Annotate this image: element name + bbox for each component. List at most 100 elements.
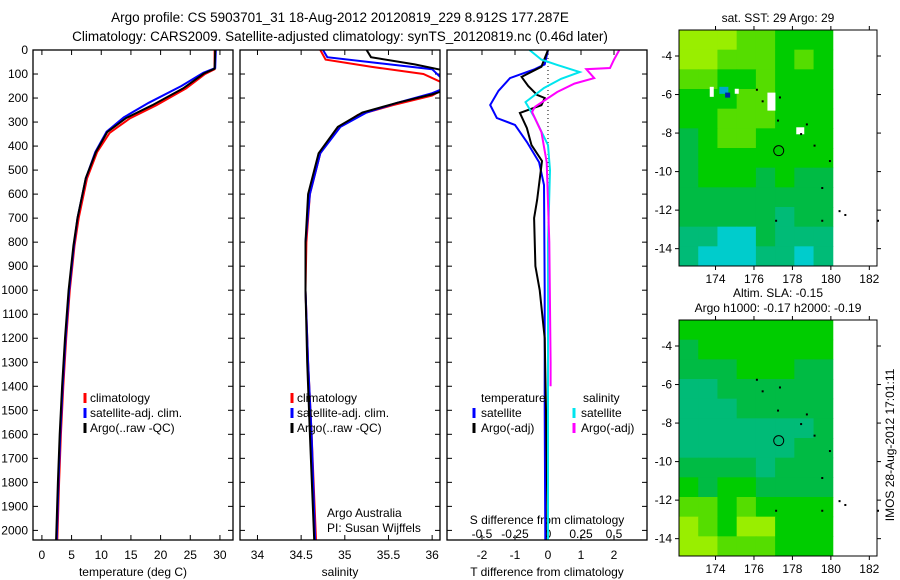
- depth-tick-label: 600: [8, 187, 28, 201]
- depth-tick-label: 900: [8, 259, 28, 273]
- credit-line2: PI: Susan Wijffels: [327, 521, 421, 535]
- map-cell: [679, 477, 699, 498]
- depth-tick-label: 1800: [1, 475, 28, 489]
- map-cell: [813, 187, 834, 208]
- x-tick-label: 20: [154, 548, 168, 562]
- map-cell: [717, 320, 738, 341]
- map-cell: [736, 30, 757, 51]
- lon-tick-label: 182: [859, 272, 879, 286]
- map-cell: [755, 30, 776, 51]
- lat-tick-label: -6: [661, 88, 672, 102]
- map-cell: [794, 516, 815, 537]
- map-cell: [719, 86, 729, 94]
- map-frame: [678, 319, 878, 557]
- map-cell: [679, 457, 699, 478]
- island-mark: [800, 133, 803, 136]
- map-cell: [813, 226, 834, 247]
- figure-title-line2: Climatology: CARS2009. Satellite-adjuste…: [72, 29, 608, 44]
- x-axis-label: temperature (deg C): [79, 565, 187, 579]
- map-cell: [679, 339, 699, 360]
- map-cell: [679, 49, 699, 70]
- x-axis-label: salinity: [322, 565, 359, 579]
- lon-tick-label: 178: [782, 272, 802, 286]
- x-tick-label: -2: [477, 548, 488, 562]
- map-cell: [775, 359, 795, 380]
- map-subtitle: Argo h1000: -0.17 h2000: -0.19: [695, 301, 862, 315]
- map-cell: [794, 167, 815, 188]
- island-mark: [821, 187, 824, 190]
- series-line-argo-raw-qc-: [304, 50, 440, 540]
- map-cell: [698, 516, 718, 537]
- map-cell: [679, 320, 699, 341]
- map-cell: [717, 418, 738, 439]
- island-mark: [761, 100, 764, 103]
- depth-tick-label: 2000: [1, 523, 28, 537]
- legend-label: satellite: [581, 406, 622, 420]
- map-cell: [725, 92, 731, 98]
- map-cell: [717, 30, 738, 51]
- legend-label: climatology: [297, 391, 357, 405]
- series-line-climatology: [56, 50, 216, 540]
- map-cell: [794, 438, 815, 459]
- missing-data-patch: [734, 88, 739, 94]
- lon-tick-label: 176: [744, 272, 764, 286]
- map-cell: [775, 30, 795, 51]
- lon-tick-label: 182: [859, 562, 879, 576]
- map-cell: [794, 148, 815, 169]
- map-cell: [755, 418, 776, 439]
- map-cell: [679, 226, 699, 247]
- map-cell: [775, 69, 795, 90]
- island-mark: [775, 219, 778, 222]
- map-cell: [717, 187, 738, 208]
- map-cell: [698, 167, 718, 188]
- map-cell: [775, 457, 795, 478]
- island-mark: [813, 144, 816, 147]
- island-mark: [761, 390, 764, 393]
- depth-tick-label: 100: [8, 67, 28, 81]
- island-mark: [778, 386, 781, 389]
- map-cell: [794, 89, 815, 110]
- map-cell: [698, 148, 718, 169]
- map-cell: [736, 226, 757, 247]
- map-cell: [775, 320, 795, 341]
- map-cell: [794, 418, 815, 439]
- map-cell: [755, 167, 776, 188]
- island-mark: [828, 160, 831, 163]
- legend-label: Argo(..raw -QC): [297, 421, 382, 435]
- depth-tick-label: 700: [8, 211, 28, 225]
- map-cell: [794, 536, 815, 557]
- map-cell: [775, 477, 795, 498]
- figure-title-line1: Argo profile: CS 5903701_31 18-Aug-2012 …: [111, 10, 569, 25]
- island-mark: [844, 503, 847, 506]
- island-mark: [777, 119, 780, 122]
- island-mark: [877, 219, 879, 222]
- map-cell: [775, 339, 795, 360]
- island-mark: [877, 509, 879, 512]
- lon-tick-label: 178: [782, 562, 802, 576]
- map-cell: [794, 398, 815, 419]
- lat-tick-label: -8: [661, 126, 672, 140]
- map-cell: [755, 359, 776, 380]
- map-cell: [698, 379, 718, 400]
- x-tick-label: 30: [213, 548, 227, 562]
- map-cell: [736, 49, 757, 70]
- map-cell: [679, 148, 699, 169]
- lat-tick-label: -10: [655, 165, 673, 179]
- map-cell: [679, 167, 699, 188]
- map-cell: [813, 108, 834, 129]
- argo-position-marker: [773, 435, 785, 447]
- map-cell: [775, 246, 795, 267]
- credit-line1: Argo Australia: [327, 506, 402, 520]
- map-cell: [813, 477, 834, 498]
- map-cell: [813, 497, 834, 518]
- x2-tick-label: -0.25: [501, 527, 529, 541]
- map-cell: [775, 398, 795, 419]
- x2-tick-label: 0.5: [606, 527, 623, 541]
- missing-data-patch: [709, 86, 714, 97]
- map-cell: [794, 30, 815, 51]
- map-cell: [717, 89, 738, 110]
- map-cell: [813, 69, 834, 90]
- depth-tick-label: 0: [21, 43, 28, 57]
- map-cell: [775, 418, 795, 439]
- depth-tick-label: 1000: [1, 283, 28, 297]
